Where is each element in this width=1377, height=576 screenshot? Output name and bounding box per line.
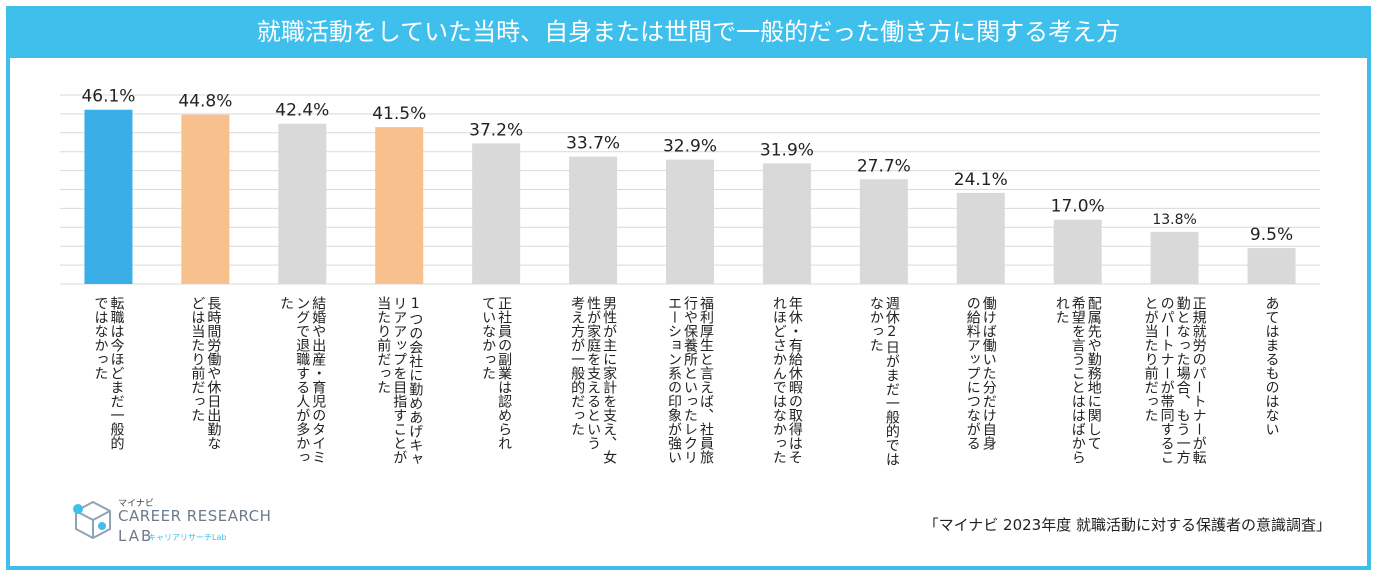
- bar-2: [181, 114, 230, 284]
- category-label-line: 福利厚生と言えば、社員旅: [698, 296, 714, 464]
- category-label-line: 考え方が一般的だった: [569, 296, 585, 436]
- category-label-line: 週休2日がまだ一般的では: [884, 296, 900, 466]
- category-label-line: 正社員の副業は認められ: [496, 296, 512, 450]
- value-label-10: 24.1%: [954, 170, 1008, 190]
- value-label-5: 37.2%: [469, 120, 523, 140]
- value-label-9: 27.7%: [857, 156, 911, 176]
- category-label-line: 1つの会社に勤めあげキャ: [407, 296, 423, 466]
- career-research-lab-logo: マイナビ CAREER RESEARCH LAB キャリアリサーチLab: [70, 496, 271, 552]
- logo-subtitle: キャリアリサーチLab: [148, 533, 227, 542]
- category-label-line: エーション系の印象が強い: [666, 296, 682, 464]
- category-label-line: 年休・有給休暇の取得はそ: [787, 296, 803, 464]
- category-label-line: の給料アップにつながる: [965, 296, 981, 450]
- category-label-line: 性が家庭を支えるという: [585, 296, 601, 450]
- category-label-line: あてはまるものはない: [1264, 296, 1280, 436]
- bar-3: [278, 123, 327, 284]
- chart-title: 就職活動をしていた当時、自身または世間で一般的だった働き方に関する考え方: [6, 6, 1371, 58]
- category-label-line: ングで退職する人が多かっ: [294, 296, 310, 464]
- bar-13: [1247, 248, 1296, 284]
- category-label-line: 正規就労のパートナーが転: [1191, 296, 1207, 464]
- source-note: 「マイナビ 2023年度 就職活動に対する保護者の意識調査」: [923, 516, 1331, 534]
- category-label-line: とが当たり前だった: [1143, 296, 1159, 422]
- category-label-13: あてはまるものはない: [1264, 296, 1280, 436]
- logo-brand-small: マイナビ: [118, 499, 154, 509]
- value-label-1: 46.1%: [81, 87, 135, 107]
- bar-5: [472, 143, 521, 284]
- category-label-line: 結婚や出産・育児のタイミ: [310, 296, 326, 464]
- category-label-line: なかった: [868, 296, 884, 352]
- category-label-line: のパートナーが帯同するこ: [1159, 296, 1175, 464]
- bar-10: [956, 192, 1005, 284]
- bar-12: [1150, 231, 1199, 284]
- category-label-line: 当たり前だった: [375, 296, 391, 394]
- value-label-6: 33.7%: [566, 134, 620, 154]
- category-label-line: ていなかった: [480, 296, 496, 380]
- bar-1: [84, 109, 133, 284]
- category-label-line: れた: [1054, 296, 1070, 324]
- bar-11: [1053, 219, 1102, 284]
- category-label-line: 行や保養所といったレクリ: [682, 296, 698, 464]
- value-label-4: 41.5%: [372, 104, 426, 124]
- value-label-13: 9.5%: [1250, 225, 1293, 245]
- category-label-line: 男性が主に家計を支え、女: [601, 296, 617, 464]
- value-label-3: 42.4%: [275, 101, 329, 121]
- category-label-line: た: [278, 296, 294, 310]
- category-label-line: ではなかった: [92, 296, 108, 380]
- category-label-line: 希望を言うことははばから: [1070, 296, 1086, 464]
- category-label-line: 配属先や勤務地に関して: [1086, 296, 1102, 450]
- category-label-line: 長時間労働や休日出勤な: [205, 296, 221, 450]
- category-label-line: れほどさかんではなかった: [771, 296, 787, 464]
- category-label-line: リアアップを目指すことが: [391, 296, 407, 464]
- value-label-12: 13.8%: [1152, 212, 1196, 228]
- logo-cube-icon: [73, 500, 111, 540]
- value-label-8: 31.9%: [760, 140, 814, 160]
- bar-8: [762, 163, 811, 284]
- bar-9: [859, 179, 908, 284]
- category-label-line: 転職は今ほどまだ一般的: [108, 296, 124, 450]
- value-label-7: 32.9%: [663, 137, 717, 157]
- category-label-line: どは当たり前だった: [189, 296, 205, 422]
- logo-title: CAREER RESEARCH: [118, 507, 272, 525]
- bar-6: [569, 156, 618, 284]
- category-label-line: 勤となった場合、もう一方: [1175, 296, 1191, 465]
- bar-4: [375, 127, 424, 284]
- category-label-line: 働けば働いた分だけ自身: [981, 296, 997, 451]
- logo-lab: LAB: [118, 527, 154, 545]
- category-label-12: 正規就労のパートナーが転勤となった場合、もう一方のパートナーが帯同することが当た…: [1143, 296, 1207, 465]
- bar-7: [666, 159, 714, 284]
- value-label-2: 44.8%: [178, 92, 232, 112]
- value-label-11: 17.0%: [1051, 197, 1105, 217]
